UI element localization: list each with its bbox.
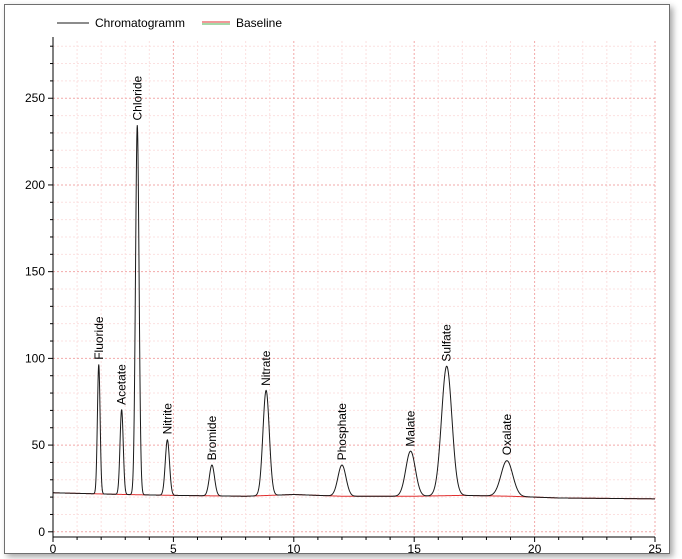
legend-label-chromatogram: Chromatogramm xyxy=(95,16,185,30)
chromatogram-series xyxy=(53,125,656,500)
peak-label: Sulfate xyxy=(440,324,454,362)
legend: Chromatogramm Baseline xyxy=(57,16,282,30)
chart-frame: Fluoride Acetate Chloride Nitrite Bromide Nit… xyxy=(4,4,670,556)
axes: 0 50 100 150 200 250 0 5 10 15 20 25 xyxy=(25,37,662,556)
x-tick-label: 15 xyxy=(408,542,422,553)
x-tick-label: 25 xyxy=(648,542,662,553)
y-tick-label: 0 xyxy=(38,525,45,539)
peak-label: Oxalate xyxy=(500,414,514,456)
x-tick-label: 20 xyxy=(528,542,542,553)
y-tick-label: 200 xyxy=(25,178,45,192)
peak-label: Chloride xyxy=(130,75,144,120)
series-lines xyxy=(53,125,656,500)
x-tick-label: 10 xyxy=(287,542,301,553)
y-tick-label: 50 xyxy=(32,438,46,452)
x-tick-label: 0 xyxy=(50,542,57,553)
chromatogram-chart: Fluoride Acetate Chloride Nitrite Bromide Nit… xyxy=(25,16,662,556)
peak-labels: Fluoride Acetate Chloride Nitrite Bromide Nit… xyxy=(92,75,514,460)
peak-label: Bromide xyxy=(205,415,219,460)
peak-label: Fluoride xyxy=(92,316,106,360)
grid xyxy=(52,41,656,537)
peak-label: Phosphate xyxy=(335,403,349,461)
peak-label: Nitrate xyxy=(259,350,273,386)
y-tick-label: 250 xyxy=(25,91,45,105)
peak-label: Acetate xyxy=(115,364,129,405)
x-tick-label: 5 xyxy=(170,542,177,553)
legend-label-baseline: Baseline xyxy=(236,16,282,30)
y-tick-label: 100 xyxy=(25,351,45,365)
y-tick-label: 150 xyxy=(25,265,45,279)
peak-label: Malate xyxy=(404,410,418,446)
peak-label: Nitrite xyxy=(160,403,174,435)
